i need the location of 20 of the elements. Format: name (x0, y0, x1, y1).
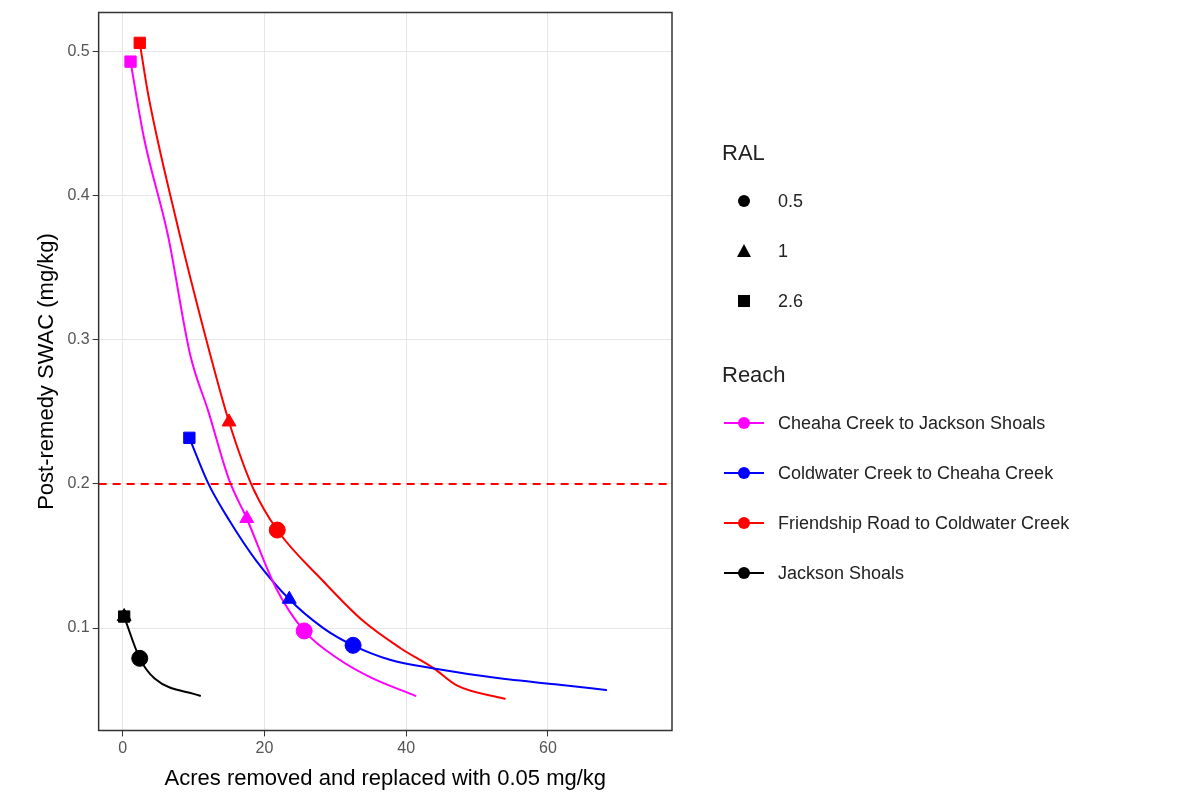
legend-label: Friendship Road to Coldwater Creek (778, 512, 1070, 534)
x-tick-label: 40 (397, 739, 416, 757)
y-tick-label: 0.2 (67, 474, 90, 492)
x-tick-label: 20 (255, 739, 274, 757)
y-axis-title: Post-remedy SWAC (mg/kg) (33, 233, 59, 510)
x-axis-title: Acres removed and replaced with 0.05 mg/kg (164, 764, 607, 790)
text: RAL (722, 140, 765, 165)
legend-label: 0.5 (778, 190, 804, 212)
legend-label: Jackson Shoals (778, 562, 905, 584)
y-tick-label: 0.4 (67, 186, 90, 204)
legend-label: 2.6 (778, 290, 804, 312)
legend-label: Cheaha Creek to Jackson Shoals (778, 412, 1046, 434)
y-tick-label: 0.3 (67, 330, 90, 348)
y-tick-label: 0.1 (67, 618, 90, 636)
y-tick-label: 0.5 (67, 41, 90, 59)
x-tick-label: 0 (118, 739, 128, 757)
legend-label: Coldwater Creek to Cheaha Creek (778, 462, 1054, 484)
text: Reach (722, 362, 786, 387)
x-tick-label: 60 (539, 739, 557, 757)
legend-label: 1 (778, 240, 789, 262)
